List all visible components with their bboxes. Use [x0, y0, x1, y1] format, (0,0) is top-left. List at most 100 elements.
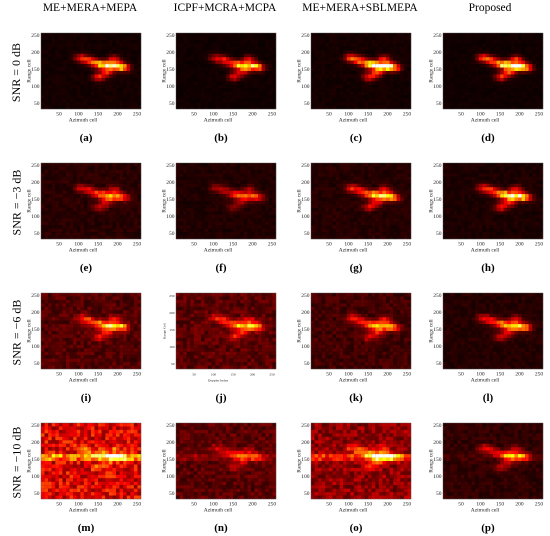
heatmap-cell — [478, 211, 483, 215]
heatmap-cell — [357, 218, 362, 222]
heatmap-cell — [489, 187, 494, 191]
heatmap-cell — [350, 102, 354, 106]
heatmap-cell — [485, 228, 490, 233]
heatmap-cell — [201, 211, 205, 215]
heatmap-cell — [485, 102, 490, 106]
heatmap-cell — [137, 201, 142, 205]
heatmap-cell — [311, 207, 315, 212]
heatmap-cell — [201, 36, 205, 40]
heatmap-cell — [126, 77, 131, 82]
heatmap-cell — [247, 39, 252, 44]
heatmap-cell — [400, 74, 404, 78]
heatmap-cell — [130, 221, 134, 226]
heatmap-cell — [318, 53, 322, 58]
heatmap-cell — [446, 176, 451, 181]
heatmap-cell — [321, 225, 326, 229]
heatmap-cell — [91, 77, 95, 82]
heatmap-cell — [489, 50, 494, 54]
heatmap-cell — [236, 53, 241, 58]
heatmap-cell — [389, 221, 394, 226]
heatmap-cell — [532, 163, 536, 167]
heatmap-cell — [493, 207, 497, 212]
heatmap-cell — [193, 228, 198, 233]
heatmap-cell — [350, 43, 354, 47]
heatmap-cell — [55, 211, 59, 215]
heatmap-cell — [471, 221, 476, 226]
heatmap-cell — [535, 190, 540, 195]
heatmap-cell — [482, 77, 486, 82]
heatmap-cell — [76, 81, 81, 85]
y-tick-label: 100 — [31, 84, 40, 90]
heatmap-cell — [193, 67, 198, 72]
heatmap-cell — [325, 50, 329, 54]
heatmap-cell — [55, 207, 59, 212]
panel-caption: (d) — [481, 132, 495, 144]
heatmap-cell — [521, 204, 526, 208]
heatmap-cell — [321, 36, 326, 40]
heatmap-cell — [346, 50, 351, 54]
heatmap-cell — [69, 197, 74, 202]
heatmap-cell — [251, 173, 255, 177]
heatmap-cell — [357, 46, 362, 51]
heatmap-cell — [268, 95, 273, 99]
heatmap-cell — [226, 43, 230, 47]
heatmap-cell — [48, 46, 52, 51]
heatmap-cell — [44, 197, 49, 202]
heatmap-cell — [51, 204, 56, 208]
heatmap-cell — [353, 180, 358, 184]
heatmap-cell — [507, 176, 511, 181]
heatmap-cell — [108, 39, 113, 44]
heatmap-cell — [457, 190, 461, 195]
heatmap-cell — [76, 221, 81, 226]
heatmap-cell — [389, 180, 394, 184]
heatmap-cell — [343, 187, 347, 191]
heatmap-cell — [532, 64, 536, 68]
heatmap-cell — [457, 225, 461, 229]
heatmap-cell — [318, 166, 322, 170]
heatmap-cell — [251, 228, 255, 233]
heatmap-cell — [265, 71, 269, 75]
heatmap-cell — [375, 187, 379, 191]
heatmap-cell — [539, 187, 544, 191]
heatmap-cell — [532, 211, 536, 215]
heatmap-cell — [108, 98, 113, 103]
heatmap-cell — [208, 91, 212, 96]
heatmap-cell — [233, 84, 237, 89]
heatmap-cell — [364, 221, 369, 226]
heatmap-cell — [183, 201, 187, 205]
heatmap-cell — [535, 197, 540, 202]
heatmap-cell — [236, 36, 241, 40]
heatmap-cell — [468, 91, 472, 96]
heatmap-cell — [400, 102, 404, 106]
heatmap-cell — [518, 204, 522, 208]
heatmap-cell — [211, 50, 216, 54]
heatmap-cell — [468, 169, 472, 174]
heatmap-cell — [361, 39, 365, 44]
heatmap-cell — [521, 105, 526, 110]
heatmap-cell — [375, 211, 379, 215]
heatmap-cell — [83, 183, 88, 188]
heatmap-cell — [123, 98, 127, 103]
heatmap-cell — [400, 77, 404, 82]
heatmap-cell — [215, 187, 219, 191]
heatmap-cell — [364, 163, 369, 167]
heatmap-cell — [243, 102, 248, 106]
heatmap-cell — [464, 33, 469, 37]
heatmap-cell — [450, 50, 454, 54]
heatmap-cell — [332, 232, 337, 236]
heatmap-cell — [226, 88, 230, 92]
heatmap-cell — [378, 91, 383, 96]
heatmap-cell — [332, 105, 337, 110]
heatmap-cell — [222, 84, 227, 89]
heatmap-cell — [247, 74, 252, 78]
heatmap-cell — [386, 211, 390, 215]
heatmap-cell — [518, 50, 522, 54]
heatmap-cell — [396, 218, 401, 222]
heatmap-cell — [350, 211, 354, 215]
heatmap-cell — [507, 46, 511, 51]
heatmap-cell — [386, 105, 390, 110]
row-header: SNR = −10 dB — [10, 412, 24, 512]
heatmap-cell — [218, 204, 223, 208]
heatmap-cell — [518, 169, 522, 174]
heatmap-cell — [268, 105, 273, 110]
